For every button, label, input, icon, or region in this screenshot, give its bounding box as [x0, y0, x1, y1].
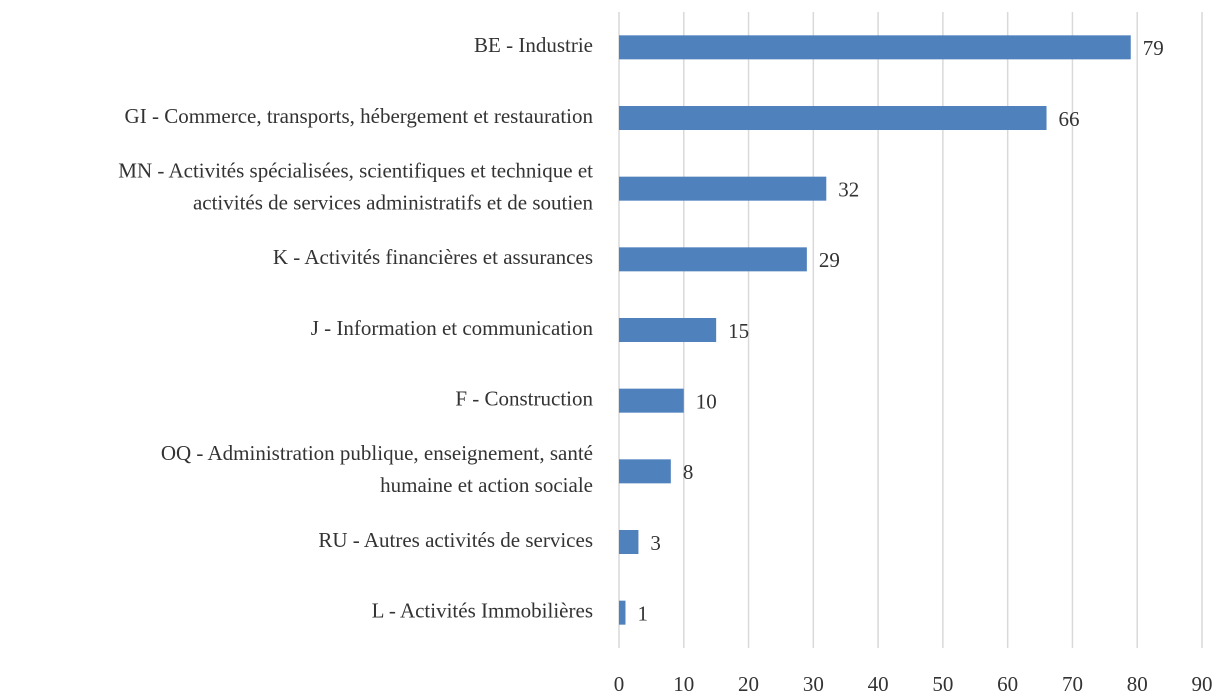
bar [619, 35, 1131, 60]
bar [619, 388, 684, 413]
y-tick-label: RU - Autres activités de services [318, 528, 593, 552]
y-tick-label: J - Information et communication [311, 316, 594, 340]
x-tick-label: 0 [614, 672, 625, 696]
value-label: 66 [1059, 107, 1080, 131]
value-label: 15 [728, 319, 749, 343]
x-tick-label: 40 [868, 672, 889, 696]
bar [619, 459, 671, 484]
x-tick-label: 90 [1192, 672, 1213, 696]
x-tick-label: 80 [1127, 672, 1148, 696]
y-tick-label: OQ - Administration publique, enseigneme… [161, 441, 593, 465]
value-label: 3 [650, 531, 661, 555]
x-tick-label: 10 [673, 672, 694, 696]
y-tick-label: F - Construction [455, 386, 593, 410]
x-tick-label: 30 [803, 672, 824, 696]
bar [619, 106, 1047, 130]
value-label: 29 [819, 248, 840, 272]
bar [619, 247, 807, 272]
y-tick-label: GI - Commerce, transports, hébergement e… [125, 104, 594, 128]
value-label: 32 [838, 177, 859, 201]
bar [619, 600, 626, 625]
value-label: 10 [696, 389, 717, 413]
bar [619, 176, 827, 201]
y-tick-label: MN - Activités spécialisées, scientifiqu… [118, 158, 593, 182]
bar [619, 530, 639, 554]
x-tick-label: 20 [738, 672, 759, 696]
value-label: 79 [1143, 36, 1164, 60]
x-tick-label: 70 [1062, 672, 1083, 696]
y-tick-label: humaine et action sociale [380, 473, 593, 497]
x-tick-label: 60 [997, 672, 1018, 696]
y-tick-label: activités de services administratifs et … [193, 190, 594, 214]
y-tick-label: L - Activités Immobilières [372, 598, 593, 622]
x-tick-label: 50 [932, 672, 953, 696]
y-tick-label: BE - Industrie [474, 33, 593, 57]
bar [619, 318, 717, 342]
value-label: 1 [637, 601, 648, 625]
value-label: 8 [683, 460, 694, 484]
y-tick-label: K - Activités financières et assurances [273, 245, 593, 269]
